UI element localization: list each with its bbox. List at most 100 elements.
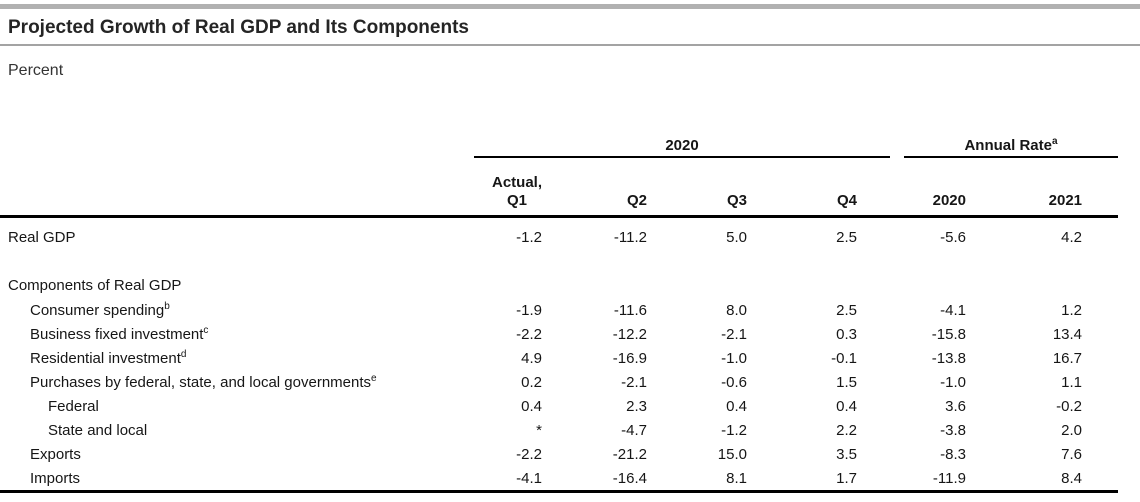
- value-cell: 1.1: [1061, 373, 1083, 391]
- value-cell: [667, 256, 769, 298]
- section-label: Components of Real GDP: [0, 256, 474, 298]
- value-cell: -11.6: [613, 301, 647, 319]
- value-cell: 4.9: [521, 349, 542, 367]
- column-group-annual-rate: Annual Ratea: [904, 120, 1119, 158]
- value-cell: 1.7: [769, 466, 890, 493]
- row-label: Consumer spendingb: [0, 298, 474, 322]
- section-label-text: Components of Real GDP: [8, 277, 182, 294]
- gdp-projections-table: 2020 Annual Ratea Actual, Q1 Q2 Q3 Q4 202…: [0, 120, 1119, 493]
- value-cell: -0.6: [721, 373, 747, 391]
- row-label-text: State and local: [48, 421, 148, 439]
- value-cell: 2.3: [626, 397, 647, 415]
- column-header-row: Actual, Q1 Q2 Q3 Q4 2020 2021: [0, 157, 1119, 218]
- value-cell: [986, 256, 1118, 298]
- spacer-cell: [890, 298, 904, 322]
- value-cell: [904, 256, 986, 298]
- table-row-residential-investment: Residential investmentd 4.9 -16.9 -1.0 -…: [0, 346, 1118, 370]
- row-label: Purchases by federal, state, and local g…: [0, 370, 474, 394]
- column-header-empty-cell: [0, 157, 474, 218]
- column-group-annual-rate-label: Annual Rate: [964, 137, 1052, 154]
- footnote-marker-b: b: [164, 300, 170, 312]
- value-cell: -11.2: [613, 228, 647, 246]
- row-label-text: Purchases by federal, state, and local g…: [30, 373, 372, 391]
- table-header: 2020 Annual Ratea Actual, Q1 Q2 Q3 Q4 202…: [0, 120, 1119, 218]
- column-group-spacer: [890, 120, 904, 157]
- value-cell: 2.5: [836, 301, 857, 319]
- value-cell: -1.0: [940, 373, 966, 391]
- column-header-annual-2020: 2020: [904, 157, 986, 218]
- column-header-q2: Q2: [562, 157, 667, 218]
- value-cell: -2.1: [721, 325, 747, 343]
- column-header-q4: Q4: [769, 157, 890, 218]
- row-label-text: Residential investment: [30, 349, 181, 367]
- unit-label: Percent: [8, 62, 64, 79]
- row-label-text: Federal: [48, 397, 99, 415]
- row-label: State and local: [0, 418, 474, 442]
- value-cell: -5.6: [940, 228, 966, 246]
- value-cell: -1.2: [721, 421, 747, 439]
- q1-header-line2: Q1: [506, 192, 527, 209]
- row-label-text: Exports: [30, 445, 81, 463]
- value-cell: -13.8: [931, 349, 966, 367]
- value-cell: -8.3: [940, 445, 966, 463]
- row-label: Federal: [0, 394, 474, 418]
- spacer-cell: [890, 370, 904, 394]
- table-row-components-section: Components of Real GDP: [0, 256, 1118, 298]
- footnote-marker-a: a: [1051, 136, 1058, 147]
- spacer-cell: [890, 394, 904, 418]
- q1-header-stack: Actual, Q1: [492, 174, 542, 210]
- table-row-imports: Imports -4.1 -16.4 8.1 1.7 -11.9 8.4: [0, 466, 1119, 493]
- value-cell: -2.2: [516, 325, 542, 343]
- row-label: Exports: [0, 442, 474, 466]
- value-cell: 2.0: [1061, 421, 1083, 439]
- row-label-text: Business fixed investment: [30, 325, 204, 343]
- spacer-cell: [890, 217, 904, 257]
- value-cell: 1.2: [1061, 301, 1083, 319]
- value-cell: -1.0: [721, 349, 747, 367]
- value-cell: -4.1: [940, 301, 966, 319]
- value-cell: 0.3: [836, 325, 857, 343]
- table-row-consumer-spending: Consumer spendingb -1.9 -11.6 8.0 2.5 -4…: [0, 298, 1118, 322]
- table-row-government-purchases: Purchases by federal, state, and local g…: [0, 370, 1118, 394]
- title-rule: [0, 44, 1140, 46]
- row-label: Business fixed investmentc: [0, 322, 474, 346]
- column-group-2020-label: 2020: [665, 137, 699, 154]
- value-cell: [474, 256, 562, 298]
- value-cell: 3.6: [945, 397, 966, 415]
- footnote-marker-c: c: [203, 324, 209, 336]
- value-cell: 8.0: [726, 301, 747, 319]
- column-header-annual-2021: 2021: [986, 157, 1119, 218]
- row-label: Real GDP: [0, 217, 474, 257]
- column-header-spacer: [890, 157, 904, 218]
- value-cell: 0.4: [836, 397, 857, 415]
- value-cell: 13.4: [1052, 325, 1083, 343]
- top-divider-bar: [0, 4, 1140, 9]
- value-cell: [769, 256, 890, 298]
- table-row-real-gdp: Real GDP -1.2 -11.2 5.0 2.5 -5.6 4.2: [0, 217, 1118, 257]
- row-label-text: Consumer spending: [30, 301, 165, 319]
- value-cell: 3.5: [836, 445, 857, 463]
- q1-header-line1: Actual,: [491, 174, 542, 191]
- table-row-business-fixed-investment: Business fixed investmentc -2.2 -12.2 -2…: [0, 322, 1118, 346]
- value-cell: 0.4: [521, 397, 542, 415]
- value-cell: 2.2: [836, 421, 857, 439]
- value-cell: *: [536, 421, 542, 439]
- value-cell: 1.5: [836, 373, 857, 391]
- footnote-marker-d: d: [180, 348, 187, 360]
- table-body: Real GDP -1.2 -11.2 5.0 2.5 -5.6 4.2 Com…: [0, 217, 1119, 493]
- value-cell: 15.0: [717, 445, 747, 463]
- table-row-federal: Federal 0.4 2.3 0.4 0.4 3.6 -0.2: [0, 394, 1118, 418]
- value-cell: 2.5: [836, 228, 857, 246]
- value-cell: 0.4: [726, 397, 747, 415]
- value-cell: 7.6: [1061, 445, 1083, 463]
- value-cell: 0.2: [521, 373, 542, 391]
- value-cell: 16.7: [1052, 349, 1083, 367]
- value-cell: -12.2: [612, 325, 647, 343]
- row-label: Imports: [0, 466, 474, 493]
- value-cell: -2.1: [621, 373, 647, 391]
- spacer-cell: [890, 346, 904, 370]
- value-cell: -11.9: [904, 466, 986, 493]
- column-header-q3: Q3: [667, 157, 769, 218]
- spacer-cell: [890, 322, 904, 346]
- row-label: Residential investmentd: [0, 346, 474, 370]
